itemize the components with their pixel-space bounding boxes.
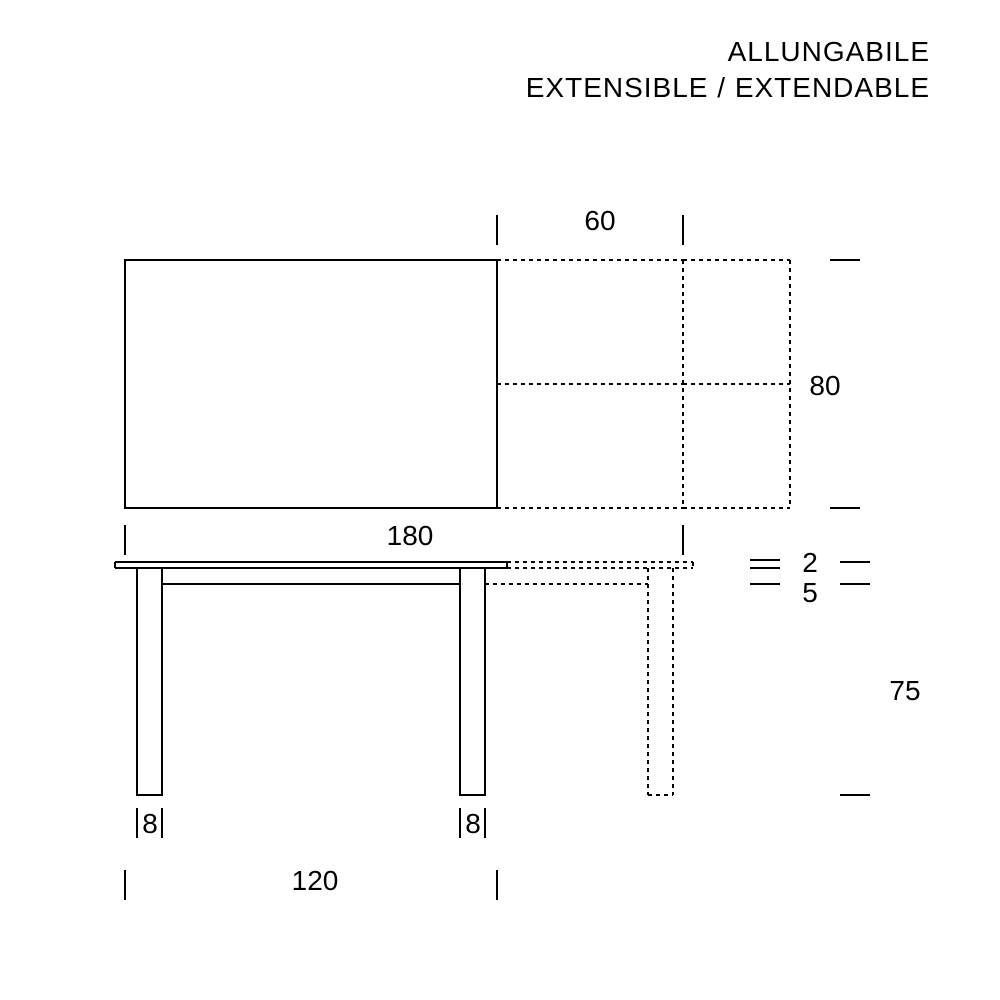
dim-2: 2 (790, 547, 830, 579)
top-view-rect (125, 260, 497, 508)
dim-120: 120 (275, 865, 355, 897)
dim-60: 60 (570, 205, 630, 237)
dim-5: 5 (790, 577, 830, 609)
dim-8a: 8 (133, 808, 167, 840)
drawing-svg (0, 0, 1000, 1000)
dim-80: 80 (795, 370, 855, 402)
dim-75: 75 (875, 675, 935, 707)
front-leg-right (460, 568, 485, 795)
dim-8b: 8 (456, 808, 490, 840)
front-leg-left (137, 568, 162, 795)
dim-180: 180 (370, 520, 450, 552)
diagram-canvas: ALLUNGABILE EXTENSIBLE / EXTENDABLE (0, 0, 1000, 1000)
